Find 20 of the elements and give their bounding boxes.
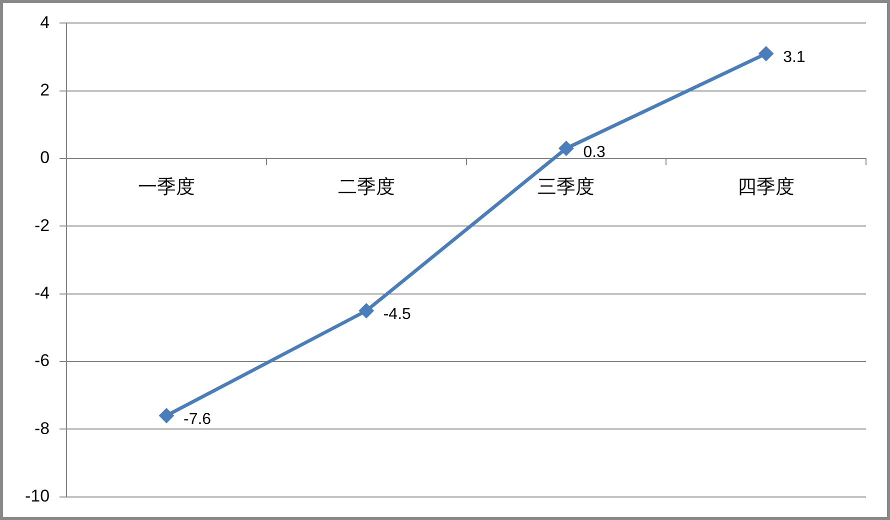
x-tick-label: 二季度	[338, 176, 395, 198]
y-tick-label: 4	[40, 12, 50, 32]
x-tick-label: 三季度	[538, 176, 595, 198]
data-label: -4.5	[383, 306, 412, 324]
point	[758, 46, 774, 62]
x-tick-label: 四季度	[738, 176, 795, 198]
data-label: 0.3	[583, 144, 606, 161]
y-tick-label: -10	[24, 486, 50, 506]
y-tick-label: 0	[40, 148, 50, 168]
y-tick-label: -4	[34, 284, 50, 303]
point	[358, 303, 374, 318]
y-tick-label: 2	[40, 80, 50, 100]
y-tick-label: -6	[34, 351, 50, 370]
data-label: -7.6	[184, 411, 212, 428]
x-tick-label: 一季度	[138, 176, 195, 198]
y-tick-label: -2	[34, 216, 50, 235]
data-label: 3.1	[783, 49, 806, 66]
point	[159, 408, 174, 424]
y-tick-label: -8	[34, 418, 50, 438]
point	[558, 140, 574, 156]
